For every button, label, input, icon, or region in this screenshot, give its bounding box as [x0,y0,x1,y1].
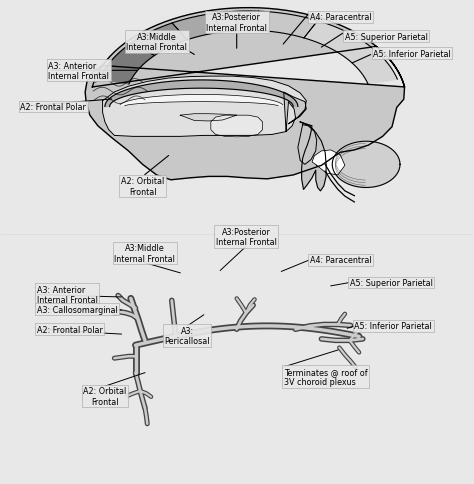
Polygon shape [300,122,326,192]
Text: A3:Middle
Internal Frontal: A3:Middle Internal Frontal [115,244,175,263]
Text: A2: Frontal Polar: A2: Frontal Polar [20,103,86,112]
Text: A3:Posterior
Internal Frontal: A3:Posterior Internal Frontal [216,227,276,247]
Text: Terminates @ roof of
3V choroid plexus: Terminates @ roof of 3V choroid plexus [284,367,367,387]
Text: A3:Middle
Internal Frontal: A3:Middle Internal Frontal [126,32,187,52]
Text: A3: Callosomarginal: A3: Callosomarginal [36,305,118,314]
Polygon shape [312,151,345,176]
Polygon shape [172,15,221,41]
Polygon shape [102,77,306,137]
Polygon shape [304,22,397,85]
Text: A3: Anterior
Internal Frontal: A3: Anterior Internal Frontal [36,285,98,304]
Polygon shape [180,115,237,121]
Text: A5: Superior Parietal: A5: Superior Parietal [345,32,428,42]
Polygon shape [85,9,404,181]
Polygon shape [332,142,400,188]
Text: A2: Orbital
Frontal: A2: Orbital Frontal [83,386,127,406]
Text: A2: Orbital
Frontal: A2: Orbital Frontal [121,177,164,197]
Polygon shape [100,44,155,85]
Text: A3:
Pericallosal: A3: Pericallosal [164,326,210,346]
Text: A4: Paracentral: A4: Paracentral [310,256,371,265]
Text: A3: Anterior
Internal Frontal: A3: Anterior Internal Frontal [48,61,109,81]
Polygon shape [211,116,263,137]
Polygon shape [105,81,298,107]
Polygon shape [214,12,259,33]
Polygon shape [257,12,318,39]
Text: A2: Frontal Polar: A2: Frontal Polar [36,325,102,334]
Polygon shape [298,125,317,165]
Text: A3:Posterior
Internal Frontal: A3:Posterior Internal Frontal [206,14,267,33]
Text: A4: Paracentral: A4: Paracentral [310,14,371,22]
Text: A5: Inferior Parietal: A5: Inferior Parietal [373,50,451,59]
Text: A5: Superior Parietal: A5: Superior Parietal [350,278,432,287]
Polygon shape [131,24,187,56]
Text: A5: Inferior Parietal: A5: Inferior Parietal [355,322,432,331]
Polygon shape [120,95,283,106]
